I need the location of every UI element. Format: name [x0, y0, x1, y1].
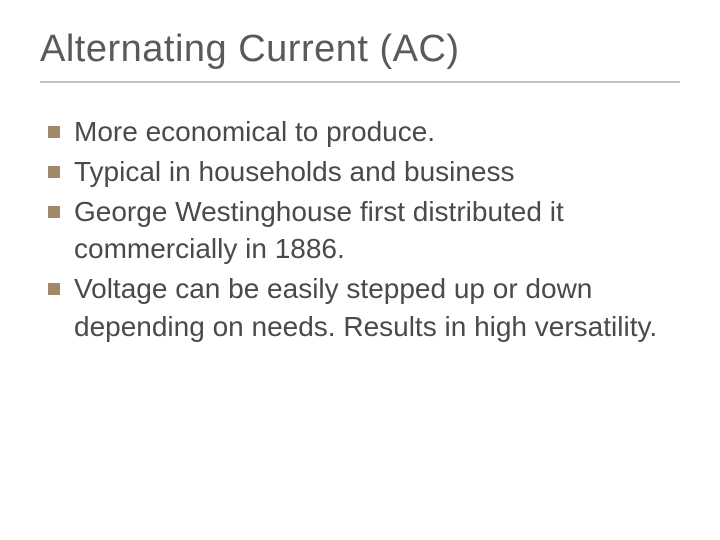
square-bullet-icon	[48, 206, 60, 218]
slide-title: Alternating Current (AC)	[40, 28, 680, 83]
list-item: More economical to produce.	[48, 113, 680, 151]
list-item: George Westinghouse first distributed it…	[48, 193, 680, 269]
bullet-text: Typical in households and business	[74, 153, 515, 191]
square-bullet-icon	[48, 283, 60, 295]
square-bullet-icon	[48, 166, 60, 178]
list-item: Typical in households and business	[48, 153, 680, 191]
bullet-text: Voltage can be easily stepped up or down…	[74, 270, 680, 346]
list-item: Voltage can be easily stepped up or down…	[48, 270, 680, 346]
bullet-list: More economical to produce. Typical in h…	[40, 113, 680, 346]
square-bullet-icon	[48, 126, 60, 138]
bullet-text: George Westinghouse first distributed it…	[74, 193, 680, 269]
bullet-text: More economical to produce.	[74, 113, 435, 151]
